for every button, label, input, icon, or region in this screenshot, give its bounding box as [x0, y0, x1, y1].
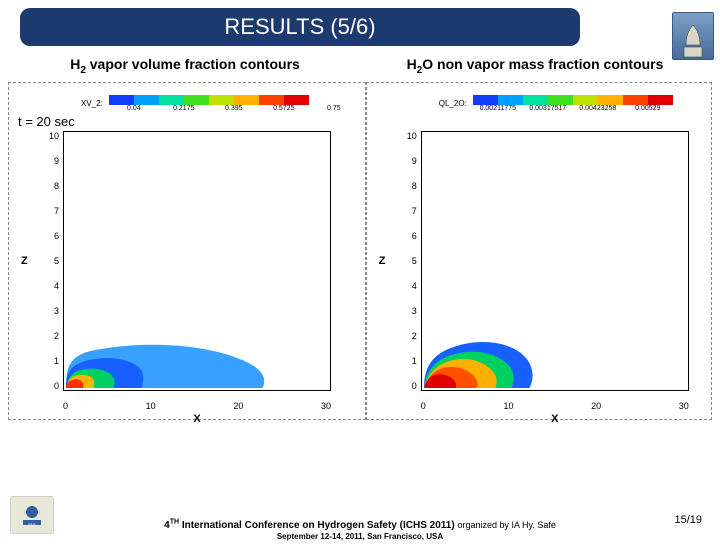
right-ylabel: Z: [379, 131, 386, 391]
footer: 4TH International Conference on Hydrogen…: [0, 519, 720, 542]
footer-line1: 4TH International Conference on Hydrogen…: [164, 520, 556, 531]
right-xlabel: X: [421, 413, 689, 425]
right-legend-bar: [473, 95, 673, 105]
right-legend: QL_2O: 0.002117750.003175170.004232580.0…: [439, 95, 705, 112]
left-y-axis: 012345678910: [45, 131, 59, 391]
right-x-axis: 0102030: [421, 401, 689, 411]
left-sub-post: vapor volume fraction contours: [86, 56, 300, 72]
slide-title: RESULTS (5/6): [20, 8, 580, 46]
left-x-axis: 0102030: [63, 401, 331, 411]
left-ylabel: Z: [21, 131, 28, 391]
left-subtitle: H2 vapor volume fraction contours: [10, 56, 360, 76]
right-panel: QL_2O: 0.002117750.003175170.004232580.0…: [366, 82, 712, 420]
title-text: RESULTS (5/6): [224, 14, 375, 39]
left-chart-area: [63, 131, 331, 391]
header-logo-icon: [672, 12, 714, 60]
left-legend-label: XV_2:: [81, 99, 103, 108]
right-subtitle: H2O non vapor mass fraction contours: [360, 56, 710, 76]
left-legend-bar: [109, 95, 309, 105]
chart-panels: XV_2: 0.040.21750.3950.57250.75 Z 012345…: [8, 82, 712, 420]
left-xlabel: X: [63, 413, 331, 425]
right-sub-pre: H: [407, 56, 417, 72]
left-legend: XV_2: 0.040.21750.3950.57250.75: [81, 95, 359, 112]
subtitle-row: H2 vapor volume fraction contours H2O no…: [10, 56, 710, 76]
left-sub-pre: H: [70, 56, 80, 72]
left-legend-ticks: 0.040.21750.3950.57250.75: [109, 105, 359, 112]
left-panel: XV_2: 0.040.21750.3950.57250.75 Z 012345…: [8, 82, 366, 420]
right-y-axis: 012345678910: [403, 131, 417, 391]
page-number: 15/19: [674, 514, 702, 526]
right-legend-label: QL_2O:: [439, 99, 467, 108]
right-chart-area: [421, 131, 689, 391]
right-legend-ticks: 0.002117750.003175170.004232580.00529: [473, 105, 673, 112]
right-sub-post: O non vapor mass fraction contours: [422, 56, 663, 72]
